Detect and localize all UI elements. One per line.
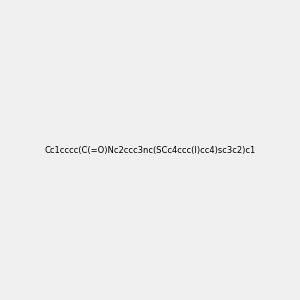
Text: Cc1cccc(C(=O)Nc2ccc3nc(SCc4ccc(I)cc4)sc3c2)c1: Cc1cccc(C(=O)Nc2ccc3nc(SCc4ccc(I)cc4)sc3…: [44, 146, 256, 154]
